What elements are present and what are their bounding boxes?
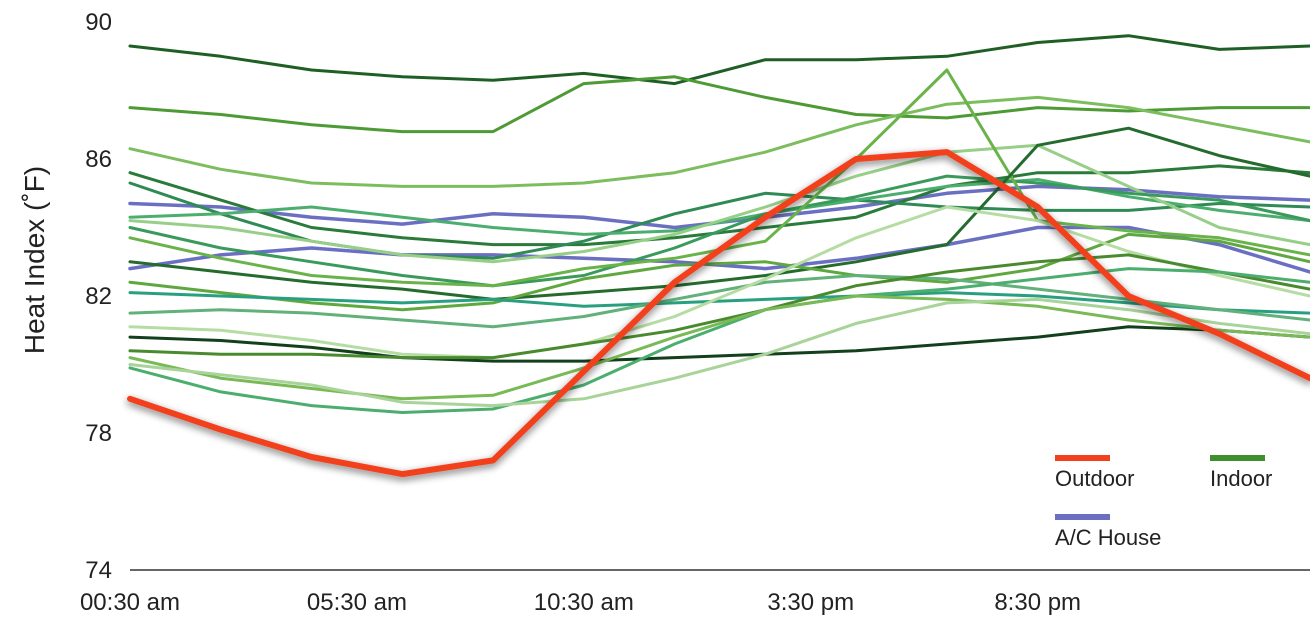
x-tick-label: 00:30 am xyxy=(80,589,180,615)
y-tick-label: 82 xyxy=(85,283,112,310)
indoor-series-line xyxy=(128,75,1310,134)
indoor-series-line xyxy=(128,253,1310,360)
x-tick-label: 05:30 am xyxy=(307,589,407,615)
y-tick-label: 90 xyxy=(85,9,112,36)
indoor-series-line xyxy=(128,178,1310,236)
indoor-series-line xyxy=(128,294,1310,401)
indoor-series-line xyxy=(128,95,1310,188)
y-axis-ticks: 74 78 82 86 90 xyxy=(85,9,112,584)
indoor-series-line xyxy=(128,225,1310,274)
outdoor-series-line xyxy=(127,149,1310,478)
x-tick-label: 8:30 pm xyxy=(994,589,1081,615)
indoor-series-line xyxy=(128,34,1310,86)
indoor-series-line xyxy=(128,274,1310,329)
indoor-series-line xyxy=(128,297,1310,408)
legend-label: A/C House xyxy=(1055,525,1161,550)
indoor-series-line xyxy=(128,291,1310,315)
y-tick-label: 74 xyxy=(85,557,112,584)
indoor-series-line xyxy=(128,232,1310,312)
series-layer xyxy=(127,34,1310,478)
indoor-series-line xyxy=(128,126,1310,301)
indoor-series-line xyxy=(128,143,1310,264)
legend-label: Outdoor xyxy=(1055,466,1135,491)
indoor-series-line xyxy=(128,205,1310,360)
indoor-series-line xyxy=(128,267,1310,414)
x-tick-label: 10:30 am xyxy=(534,589,634,615)
y-tick-label: 86 xyxy=(85,146,112,173)
legend: Outdoor Indoor A/C House xyxy=(1055,455,1272,550)
x-axis-ticks: 00:30 am 05:30 am 10:30 am 3:30 pm 8:30 pm xyxy=(80,589,1081,616)
indoor-series-line xyxy=(128,174,1310,288)
indoor-series-line xyxy=(128,164,1310,247)
y-tick-label: 78 xyxy=(85,420,112,447)
indoor-series-line xyxy=(128,325,1310,363)
legend-label: Indoor xyxy=(1210,466,1272,491)
x-tick-label: 3:30 pm xyxy=(767,589,854,615)
y-axis-title: Heat Index (˚F) xyxy=(19,166,50,354)
